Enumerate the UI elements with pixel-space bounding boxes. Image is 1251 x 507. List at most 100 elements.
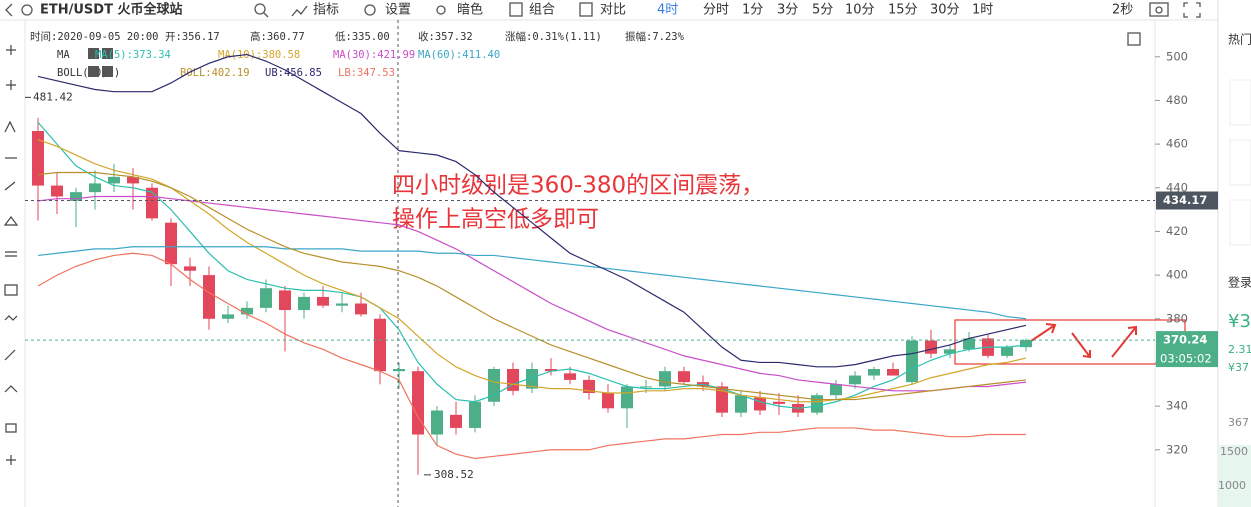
- candle-body: [963, 338, 975, 350]
- legend-entry: UB:456.85: [265, 67, 322, 79]
- candle-body: [469, 401, 481, 428]
- candle-body: [279, 290, 291, 311]
- indicator-line: [37, 171, 1027, 401]
- side-card[interactable]: [1229, 199, 1251, 246]
- candle-body: [602, 393, 614, 409]
- info-field: 涨幅:0.31%(1.11): [505, 30, 602, 43]
- refresh[interactable]: 2秒: [1112, 3, 1133, 18]
- ref-label-bg: [1156, 191, 1218, 210]
- candle-body: [298, 296, 310, 311]
- candle-body: [545, 368, 557, 372]
- side-card[interactable]: [1229, 139, 1251, 186]
- candle-body: [89, 183, 101, 193]
- legend-entry: MA(10):380.58: [218, 49, 300, 61]
- y-tick-label: 460: [1166, 137, 1188, 151]
- ref-label: 434.17: [1163, 193, 1207, 207]
- candle-body: [830, 384, 842, 396]
- candle-body: [260, 288, 272, 308]
- period-button[interactable]: 分时: [703, 3, 729, 18]
- annotation: 操作上高空低多即可: [392, 207, 599, 233]
- period-button[interactable]: 5分: [812, 3, 833, 18]
- candle-body: [108, 176, 120, 184]
- last-label-bg: [1156, 331, 1218, 368]
- candle-body: [165, 222, 177, 265]
- y-tick-label: 320: [1166, 442, 1188, 456]
- info-field: 开:356.17: [165, 31, 220, 43]
- candle-body: [184, 266, 196, 271]
- period-button[interactable]: 1分: [742, 3, 763, 18]
- panel-text: ¥37: [1228, 361, 1249, 374]
- candle-body: [70, 192, 82, 201]
- candle-body: [659, 371, 671, 387]
- panel-text: ¥3: [1228, 311, 1251, 332]
- candle-body: [887, 368, 899, 376]
- candle-body: [203, 275, 215, 319]
- period-button[interactable]: 3分: [777, 3, 798, 18]
- legend-icon[interactable]: [102, 48, 113, 59]
- period-button[interactable]: 15分: [888, 3, 918, 18]
- period-button[interactable]: 30分: [930, 3, 960, 18]
- candle-body: [564, 373, 576, 380]
- candle-body: [374, 318, 386, 372]
- legend-entry: MA(30):421.99: [333, 49, 415, 61]
- panel-text: 1000: [1218, 479, 1246, 492]
- legend-entry: MA(5):373.34: [95, 49, 171, 61]
- period-button[interactable]: 1时: [972, 3, 993, 18]
- panel-login[interactable]: 登录: [1228, 275, 1251, 290]
- info-field: 时间:2020-09-05 20:00: [30, 30, 158, 43]
- candle-body: [621, 386, 633, 409]
- period-button[interactable]: 10分: [845, 3, 875, 18]
- indicator-line: [37, 246, 1027, 320]
- candle-body: [754, 397, 766, 411]
- info-field: 收:357.32: [418, 30, 473, 43]
- toolbar-button[interactable]: 对比: [600, 3, 626, 18]
- indicator-line: [37, 121, 1027, 409]
- candle-body: [906, 340, 918, 383]
- legend-group: MA: [57, 49, 70, 61]
- panel-title: 热门: [1228, 32, 1251, 47]
- y-tick-label: 420: [1166, 224, 1188, 238]
- indicator-line: [37, 139, 1027, 403]
- candle-body: [317, 296, 329, 306]
- candle-body: [640, 386, 652, 388]
- candle-body: [526, 368, 538, 389]
- symbol: ETH/USDT 火币全球站: [40, 2, 182, 18]
- toolbar-button[interactable]: 暗色: [457, 2, 483, 18]
- candle-body: [431, 410, 443, 435]
- indicator-line: [37, 53, 1027, 368]
- candle-body: [1001, 347, 1013, 356]
- legend-icon[interactable]: [102, 66, 113, 77]
- toolbar-button[interactable]: 指标: [313, 3, 339, 18]
- info-field: 高:360.77: [250, 30, 305, 43]
- y-tick-label: 440: [1166, 180, 1188, 194]
- annotation: 四小时级别是360-380的区间震荡，: [392, 173, 764, 199]
- candle-body: [735, 395, 747, 413]
- candle-body: [678, 371, 690, 383]
- candle-body: [51, 185, 63, 197]
- left-toolbar: [3, 45, 19, 465]
- candle-body: [944, 349, 956, 354]
- panel-text: 367: [1228, 416, 1249, 429]
- toolbar-button[interactable]: 设置: [385, 3, 411, 18]
- candle-body: [773, 401, 785, 404]
- legend-entry: LB:347.53: [338, 67, 395, 79]
- info-field: 振幅:7.23%: [625, 30, 685, 43]
- period-button[interactable]: 4时: [657, 3, 678, 18]
- y-tick-label: 380: [1166, 311, 1188, 325]
- min-label: 308.52: [434, 468, 474, 481]
- candle-body: [241, 307, 253, 315]
- y-tick-label: 400: [1166, 268, 1188, 282]
- candle-body: [127, 176, 139, 184]
- side-card[interactable]: [1229, 79, 1251, 126]
- legend-icon[interactable]: [88, 66, 99, 77]
- countdown: 03:05:02: [1160, 352, 1212, 366]
- legend-entry: BOLL:402.19: [180, 67, 250, 79]
- indicator-line: [37, 252, 1026, 460]
- candle-body: [222, 314, 234, 319]
- candle-body: [393, 368, 405, 372]
- legend-entry: MA(60):411.40: [418, 49, 500, 61]
- toolbar-button[interactable]: 组合: [529, 3, 555, 18]
- toolbar-icons: [5, 2, 1201, 46]
- legend-icon[interactable]: [88, 48, 99, 59]
